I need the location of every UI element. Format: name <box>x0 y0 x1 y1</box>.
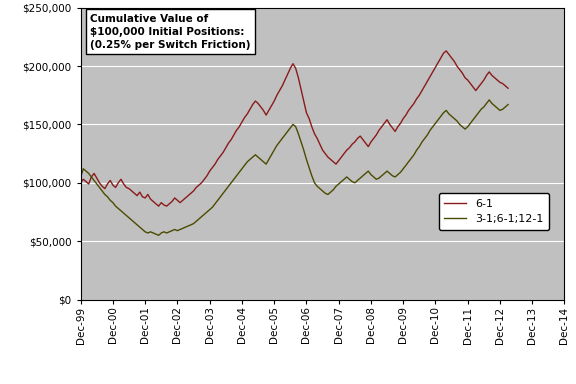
6-1 <box>429 70 436 74</box>
3-1;6-1;12-1 <box>201 212 208 217</box>
6-1 <box>357 134 363 138</box>
6-1 <box>505 86 511 91</box>
Line: 3-1;6-1;12-1: 3-1;6-1;12-1 <box>81 100 508 235</box>
Legend: 6-1, 3-1;6-1;12-1: 6-1, 3-1;6-1;12-1 <box>439 193 550 230</box>
6-1 <box>488 73 495 78</box>
3-1;6-1;12-1 <box>155 233 162 238</box>
3-1;6-1;12-1 <box>77 175 84 179</box>
3-1;6-1;12-1 <box>486 98 492 102</box>
3-1;6-1;12-1 <box>505 102 511 107</box>
Text: Cumulative Value of
$100,000 Initial Positions:
(0.25% per Switch Friction): Cumulative Value of $100,000 Initial Pos… <box>90 13 251 50</box>
6-1 <box>166 202 173 206</box>
6-1 <box>201 177 208 182</box>
3-1;6-1;12-1 <box>429 124 436 129</box>
6-1 <box>77 180 84 185</box>
3-1;6-1;12-1 <box>316 186 323 191</box>
6-1 <box>443 48 450 53</box>
3-1;6-1;12-1 <box>357 176 363 180</box>
3-1;6-1;12-1 <box>166 230 173 234</box>
3-1;6-1;12-1 <box>488 101 495 106</box>
Line: 6-1: 6-1 <box>81 51 508 206</box>
6-1 <box>155 204 162 209</box>
6-1 <box>316 142 323 147</box>
